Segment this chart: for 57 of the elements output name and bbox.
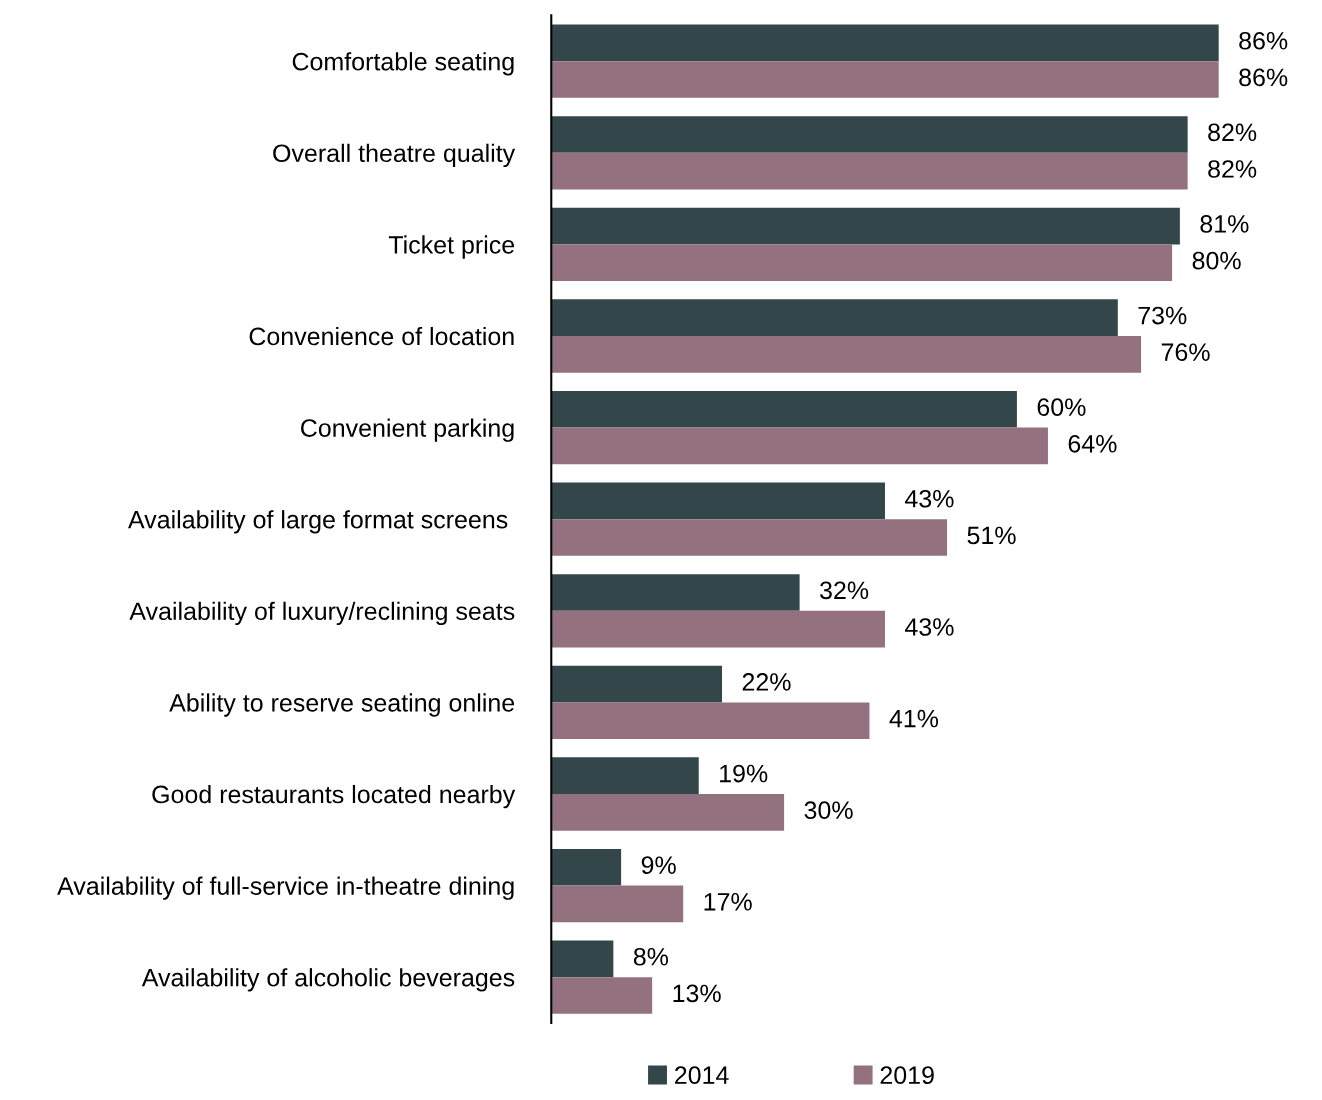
bar bbox=[551, 207, 1180, 245]
y-tick-label: Availability of luxury/reclining seats bbox=[129, 601, 515, 626]
y-tick-label: Overall theatre quality bbox=[273, 143, 516, 168]
data-label: 9% bbox=[641, 856, 676, 874]
data-label: 13% bbox=[673, 984, 721, 1003]
bar bbox=[551, 299, 1118, 336]
data-label: 86% bbox=[1239, 68, 1288, 87]
data-label: 17% bbox=[704, 893, 752, 911]
data-label: 43% bbox=[905, 618, 954, 636]
data-label: 8% bbox=[633, 947, 669, 966]
data-label: 41% bbox=[889, 709, 939, 728]
data-label: 43% bbox=[905, 489, 954, 508]
bar bbox=[551, 757, 699, 794]
bar bbox=[551, 794, 785, 831]
data-label: 80% bbox=[1192, 251, 1241, 270]
y-tick-label: Availability of alcoholic beverages bbox=[141, 968, 515, 992]
y-tick-label: Good restaurants located nearby bbox=[152, 784, 516, 809]
bar bbox=[551, 24, 1219, 62]
y-tick-label: Comfortable seating bbox=[292, 52, 514, 76]
legend-label: 2014 bbox=[675, 1066, 729, 1085]
data-label: 82% bbox=[1208, 160, 1257, 178]
bar bbox=[551, 390, 1017, 428]
data-label: 30% bbox=[804, 801, 853, 820]
bar bbox=[551, 574, 800, 611]
data-label: 81% bbox=[1200, 215, 1249, 233]
y-tick-label: Convenient parking bbox=[301, 418, 514, 442]
data-label: 82% bbox=[1208, 123, 1257, 142]
bar bbox=[551, 702, 870, 740]
legend-label: 2019 bbox=[880, 1066, 934, 1085]
bar bbox=[551, 610, 885, 648]
bar bbox=[551, 427, 1048, 465]
data-label: 19% bbox=[720, 764, 768, 783]
data-label: 51% bbox=[967, 526, 1016, 545]
y-tick-label: Availability of large format screens bbox=[128, 510, 508, 534]
bar bbox=[551, 482, 885, 520]
data-label: 64% bbox=[1068, 434, 1117, 453]
bar bbox=[551, 61, 1219, 98]
data-label: 60% bbox=[1037, 398, 1086, 416]
bar bbox=[551, 977, 653, 1014]
data-label: 86% bbox=[1239, 31, 1288, 50]
data-label: 22% bbox=[742, 673, 791, 691]
data-label: 76% bbox=[1161, 343, 1210, 362]
y-tick-label: Ticket price bbox=[388, 235, 515, 259]
bar bbox=[551, 152, 1188, 190]
bar bbox=[551, 244, 1173, 282]
bar bbox=[551, 665, 723, 703]
bar bbox=[551, 885, 684, 923]
bar bbox=[551, 940, 614, 978]
bar bbox=[551, 519, 948, 556]
data-label: 32% bbox=[820, 581, 869, 600]
bar bbox=[551, 848, 622, 886]
y-tick-label: Ability to reserve seating online bbox=[169, 693, 515, 717]
data-label: 73% bbox=[1138, 306, 1187, 325]
bar bbox=[551, 116, 1188, 153]
y-tick-label: Availability of full-service in-theatre dining bbox=[57, 876, 514, 900]
y-tick-label: Convenience of location bbox=[249, 326, 514, 346]
bar bbox=[551, 336, 1142, 373]
